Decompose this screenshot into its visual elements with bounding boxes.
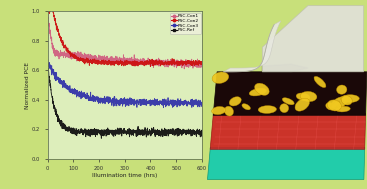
Ellipse shape [212,72,229,83]
Ellipse shape [229,97,241,106]
Ellipse shape [314,76,326,88]
Ellipse shape [282,98,294,105]
Ellipse shape [280,104,288,113]
Polygon shape [224,21,281,72]
X-axis label: Illumination time (hrs): Illumination time (hrs) [92,173,157,178]
Ellipse shape [326,103,335,110]
Polygon shape [210,113,366,149]
Polygon shape [207,147,365,180]
Polygon shape [213,72,367,115]
Ellipse shape [341,95,359,103]
Ellipse shape [258,106,276,113]
Y-axis label: Normalized PCE: Normalized PCE [25,62,30,108]
Ellipse shape [331,101,339,108]
Ellipse shape [249,88,266,96]
Ellipse shape [224,106,233,116]
Ellipse shape [255,83,269,95]
Ellipse shape [337,85,347,94]
Ellipse shape [341,96,352,105]
Ellipse shape [335,106,350,112]
Legend: PSC-Con1, PSC-Con2, PSC-Con3, PSC-Ref: PSC-Con1, PSC-Con2, PSC-Con3, PSC-Ref [170,13,200,34]
Ellipse shape [331,97,348,109]
Ellipse shape [327,100,341,111]
Ellipse shape [296,93,310,101]
Ellipse shape [300,91,317,102]
Ellipse shape [212,106,226,115]
Ellipse shape [295,98,309,111]
Ellipse shape [242,104,250,110]
Polygon shape [262,6,364,72]
Polygon shape [262,64,308,72]
